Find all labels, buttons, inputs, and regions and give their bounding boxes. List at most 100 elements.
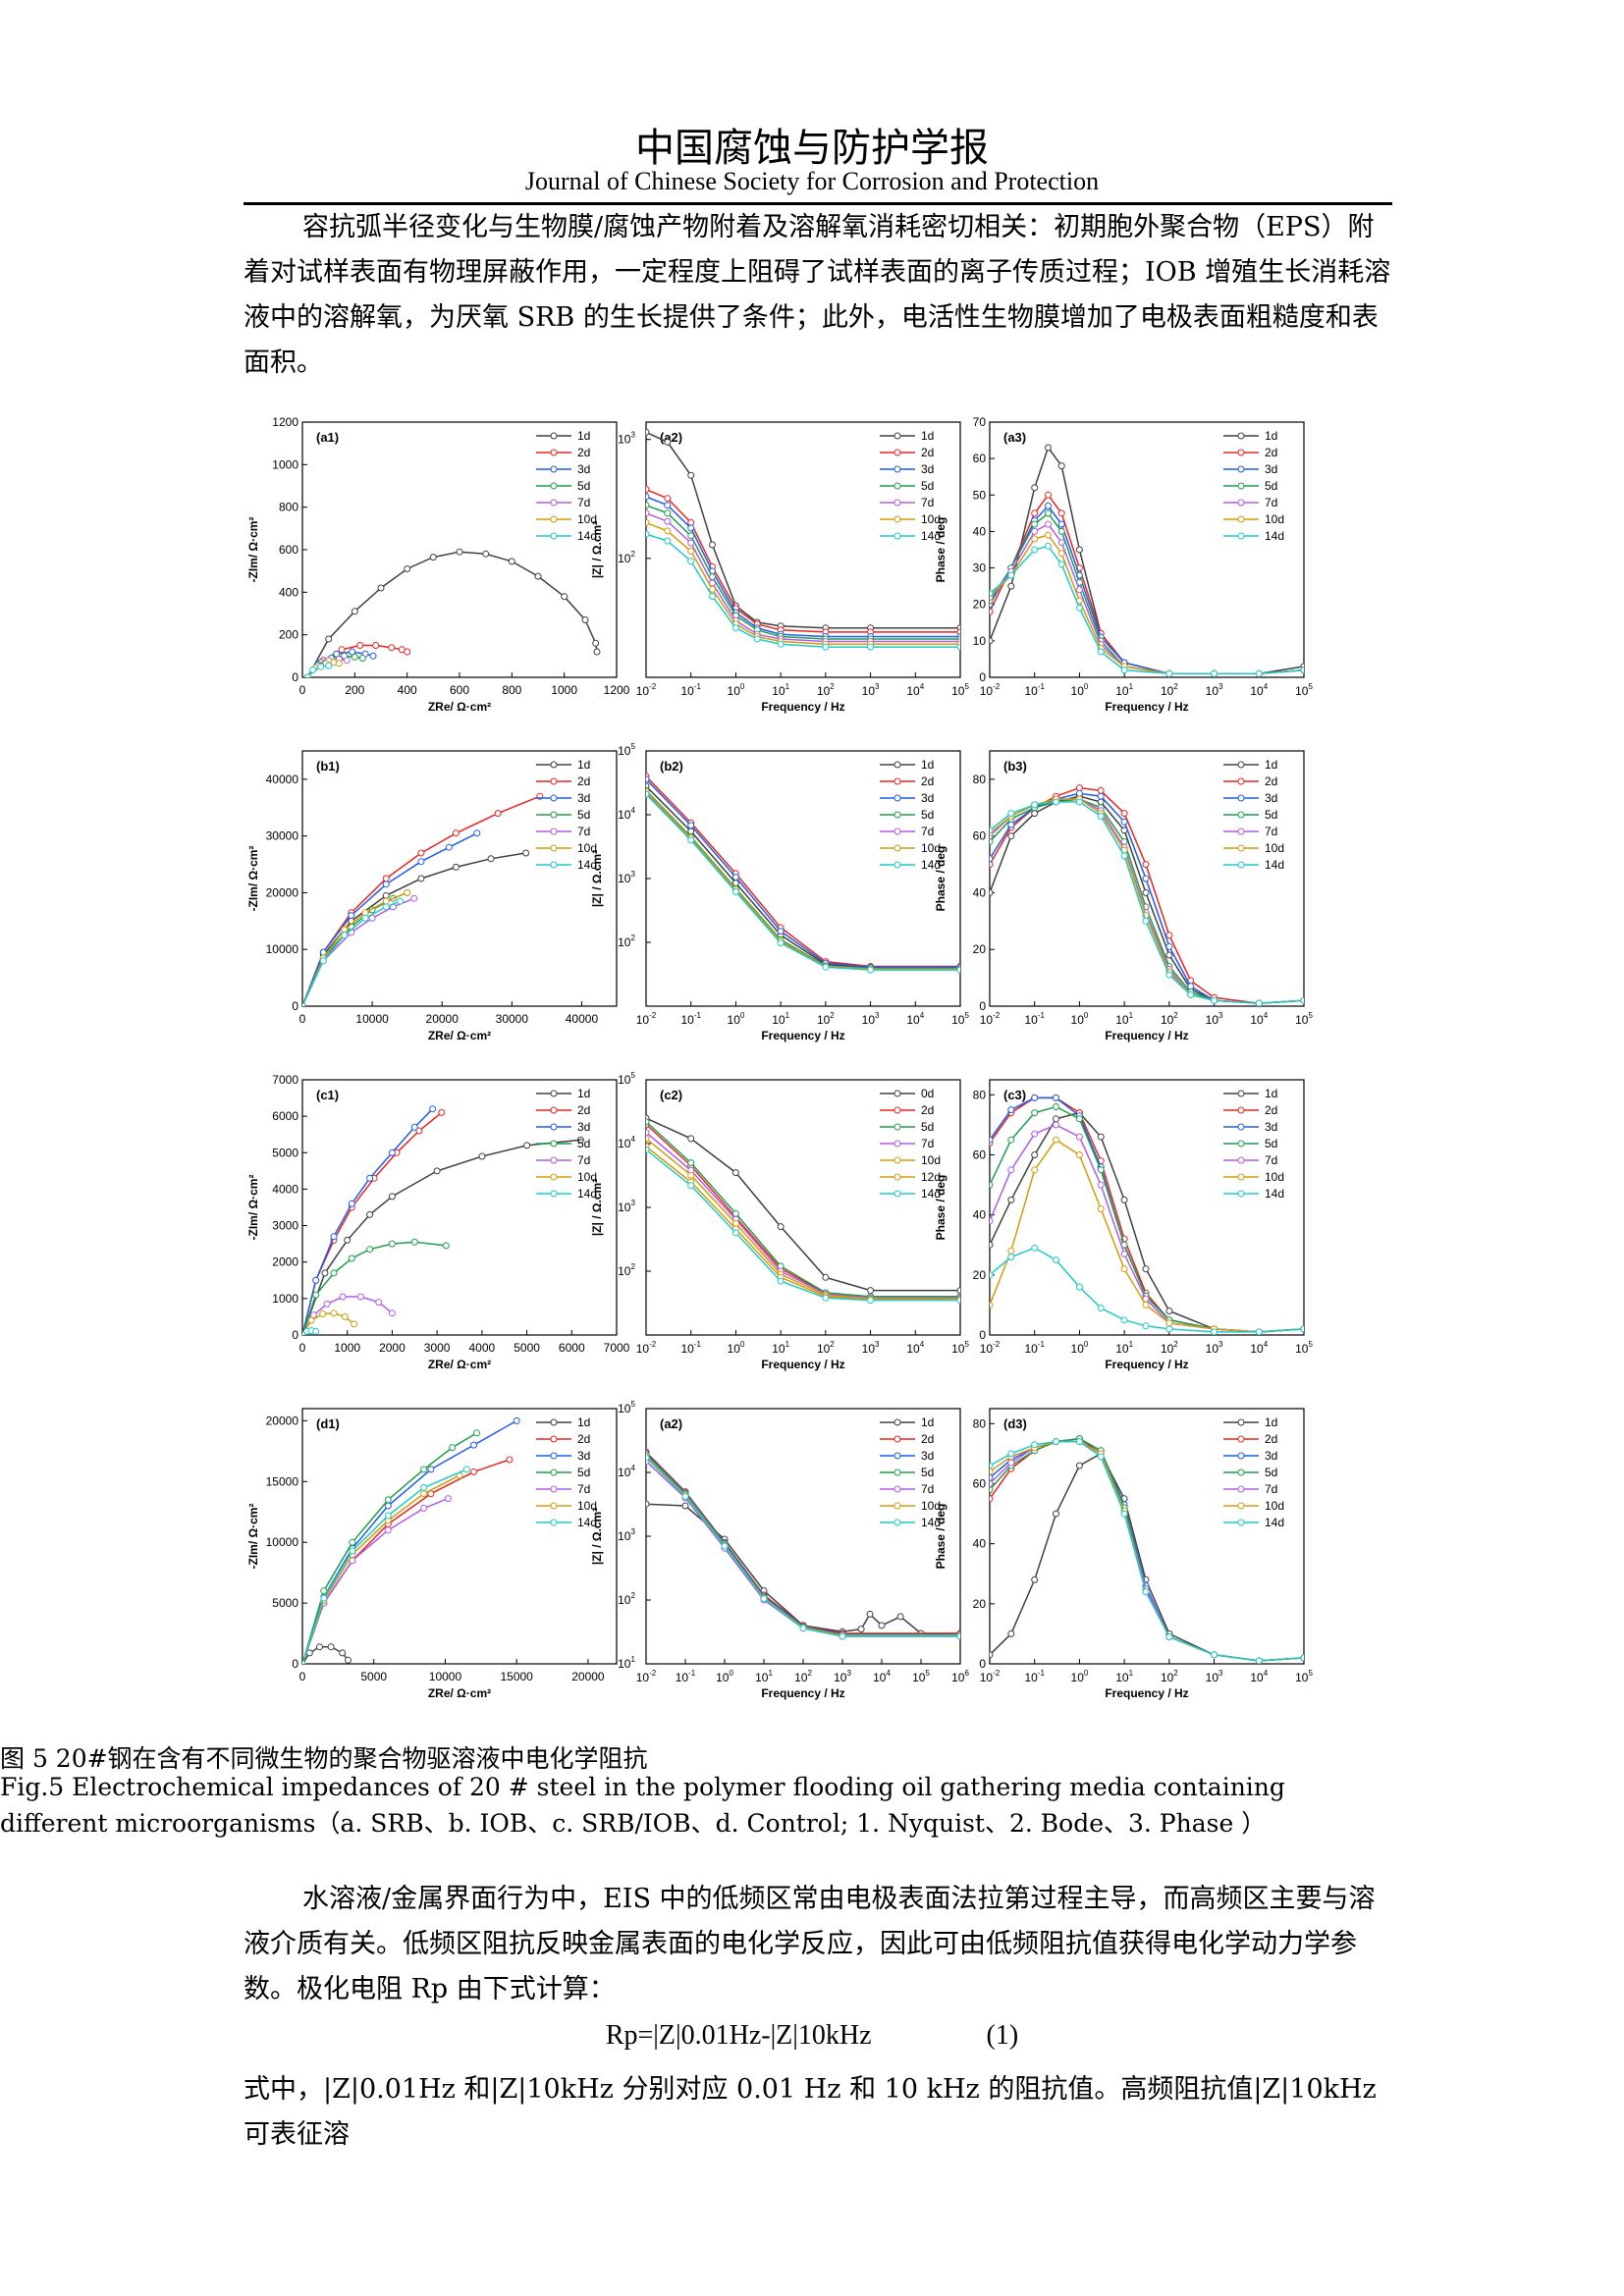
legend-label-5d: 5d [921, 808, 934, 822]
y-tick-label: 103 [618, 870, 635, 885]
x-tick-label: 101 [755, 1669, 773, 1684]
data-point-10d [307, 1316, 315, 1324]
legend-marker-0d [893, 1090, 901, 1097]
series-line-5d [302, 1432, 477, 1664]
data-point-3d [429, 1105, 437, 1113]
data-point-1d [523, 1142, 531, 1149]
y-tick-label: 800 [279, 501, 298, 514]
chart-a3: 10-2 10-1 100 101 102 103 104 105 0 10 20 30 40 50 60 7… [934, 415, 1313, 714]
data-point-14d [1075, 1438, 1083, 1446]
chart-c1: 0 1000 2000 3000 4000 5000 6000 7000 0 1000 2000 30… [246, 1073, 630, 1371]
legend-marker-7d [1237, 1485, 1245, 1493]
legend-marker-10d [550, 1173, 558, 1181]
legend-label-1d: 1d [577, 429, 590, 443]
x-tick-label: 10000 [355, 1012, 389, 1026]
data-point-7d [1057, 539, 1065, 547]
data-point-1d [339, 1649, 347, 1657]
legend-label-5d: 5d [921, 1466, 934, 1479]
data-point-5d [1097, 1166, 1105, 1174]
data-point-1d [581, 616, 589, 623]
legend-label-10d: 10d [1265, 841, 1284, 855]
caption-en-line1: Fig.5 Electrochemical impedances of 20 #… [0, 1773, 1285, 1801]
legend-marker-14d [550, 1519, 558, 1526]
data-point-7d [1053, 1121, 1059, 1129]
legend-label-14d: 14d [1265, 1187, 1284, 1201]
legend-marker-3d [1237, 1123, 1245, 1131]
data-point-2d [372, 642, 380, 649]
legend-label-10d: 10d [921, 841, 941, 855]
data-point-14d [956, 966, 960, 974]
series-line-10d [990, 1440, 1304, 1662]
data-point-3d [470, 1441, 477, 1449]
plot-frame [301, 750, 618, 1007]
data-point-2d [388, 644, 396, 652]
data-point-1d [452, 863, 460, 871]
y-tick-label: 400 [279, 585, 298, 599]
data-point-1d [1097, 1133, 1105, 1141]
x-tick-label: 103 [862, 682, 880, 698]
y-axis-label: -ZIm/ Ω·cm² [246, 1175, 260, 1241]
legend-marker-1d [1237, 1418, 1245, 1426]
data-point-14d [309, 666, 317, 673]
data-point-1d [508, 558, 515, 565]
y-tick-label: 6000 [272, 1109, 298, 1123]
legend-marker-10d [550, 844, 558, 852]
x-tick-label: 101 [1115, 1011, 1133, 1027]
data-point-3d [1007, 821, 1015, 828]
data-point-14d [990, 1462, 994, 1469]
legend-label-1d: 1d [577, 1415, 590, 1429]
x-tick-label: 101 [1115, 682, 1133, 698]
x-tick-label: 10-2 [980, 1011, 1001, 1027]
data-point-0d [822, 1273, 830, 1281]
data-point-1d [646, 1500, 650, 1508]
series-line-10d [990, 798, 1304, 1004]
panel-label: (a2) [660, 430, 682, 445]
data-point-14d [731, 1229, 739, 1237]
data-point-14d [753, 635, 761, 643]
legend-label-5d: 5d [921, 1120, 934, 1134]
data-point-10d [687, 1171, 695, 1179]
legend-label-14d: 14d [921, 858, 941, 872]
y-tick-label: 1200 [272, 415, 298, 429]
legend-label-10d: 10d [1265, 1170, 1284, 1184]
y-axis-label: -ZIm/ Ω·cm² [246, 1504, 260, 1570]
legend-marker-14d [1237, 1519, 1245, 1526]
series-group [990, 1094, 1304, 1335]
x-tick-label: 10-2 [980, 682, 1001, 698]
x-tick-label: 105 [1295, 1011, 1313, 1027]
data-point-3d [1053, 1094, 1059, 1101]
legend-marker-7d [550, 828, 558, 835]
legend-marker-3d [1237, 794, 1245, 802]
panel-label: (a3) [1003, 430, 1026, 445]
data-point-3d [445, 843, 453, 851]
series-line-7d [990, 1440, 1304, 1662]
data-point-10d [1031, 1166, 1039, 1174]
x-tick-label: 102 [1161, 1011, 1178, 1027]
panel-label: (d1) [316, 1416, 340, 1431]
series-line-3d [646, 496, 960, 638]
series-line-2d [302, 1111, 443, 1335]
data-point-1d [592, 639, 600, 647]
data-point-7d [646, 509, 650, 517]
legend-marker-7d [893, 828, 901, 835]
legend-marker-10d [893, 515, 901, 523]
data-point-1d [1053, 1510, 1059, 1518]
x-tick-label: 10-1 [1024, 1669, 1045, 1684]
chart-a2: 10-2 10-1 100 101 102 103 104 105 102 103 Frequenc… [590, 421, 969, 714]
data-point-1d [316, 1643, 323, 1651]
panel-label: (d3) [1003, 1416, 1027, 1431]
legend-marker-1d [550, 761, 558, 769]
data-point-5d [410, 1238, 418, 1246]
data-point-14d [1142, 917, 1150, 925]
legend-marker-2d [893, 777, 901, 785]
data-point-1d [646, 428, 650, 436]
series-line-10d [302, 891, 407, 1006]
data-point-14d [1097, 1305, 1105, 1311]
y-tick-label: 80 [973, 1088, 987, 1101]
series-line-5d [646, 1454, 960, 1636]
x-axis-label: ZRe/ Ω·cm² [428, 1686, 491, 1700]
x-tick-label: 40000 [566, 1012, 599, 1026]
legend-label-14d: 14d [577, 858, 597, 872]
legend-label-0d: 0d [921, 1087, 934, 1100]
x-axis-label: Frequency / Hz [761, 1029, 844, 1042]
